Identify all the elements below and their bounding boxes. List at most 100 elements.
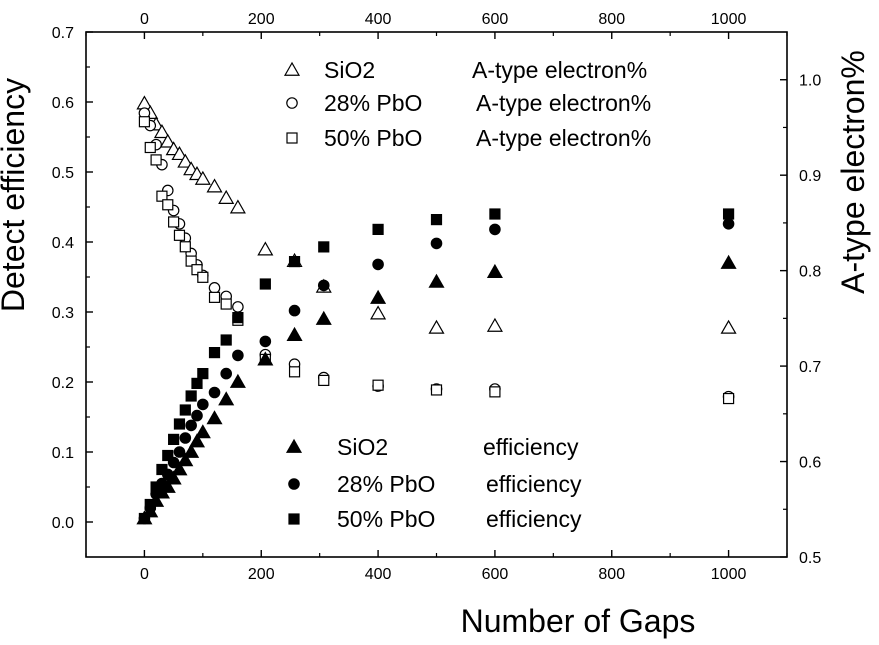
x-top-tick-label: 0 [140,11,149,28]
data-point [489,208,501,220]
data-point [153,124,170,139]
legend-label: 50% PbO [337,506,435,532]
y2-tick-label: 0.9 [799,168,821,185]
data-point [286,326,303,341]
data-point [206,410,223,425]
x-top-tick-label: 400 [365,11,392,28]
data-point [257,241,274,256]
data-point [208,386,221,399]
y2-tick-label: 0.6 [799,455,821,472]
data-point [171,145,188,161]
data-points [136,95,737,525]
data-point [489,223,501,236]
x-tick-label: 1000 [711,566,747,583]
data-point [259,335,272,348]
y-tick-label: 0.4 [52,235,74,252]
data-point [173,418,186,430]
data-point [288,256,301,268]
legend-label: 50% PbO [324,125,422,151]
data-point [232,301,244,313]
data-point [206,178,223,193]
legend-marker [283,61,301,76]
data-point [177,452,194,467]
data-point [185,419,197,432]
data-point [159,133,176,148]
data-point [162,449,174,462]
x-top-tick-label: 600 [482,11,509,28]
data-point [370,305,387,320]
data-point [150,154,162,166]
y-tick-label: 0.7 [52,25,74,42]
x-top-tick-label: 200 [248,11,275,28]
data-point [720,319,737,334]
data-point [138,512,151,525]
data-point [220,298,232,310]
y2-tick-label: 0.5 [799,550,821,567]
legend-metric: efficiency [486,506,582,532]
y-axis-title: Detect efficiency [0,78,31,312]
data-point [208,282,221,294]
legend-metric: A-type electron% [476,125,651,151]
y-tick-label: 0.1 [52,445,74,462]
y2-tick-label: 0.8 [799,264,821,281]
plot-frame [85,31,788,558]
legend-marker [286,132,298,144]
x-tick-label: 600 [482,566,509,583]
legend-metric: efficiency [486,471,582,497]
legend-metric: efficiency [483,434,579,460]
y2-tick-label: 1.0 [799,73,821,90]
x-top-tick-label: 800 [598,11,625,28]
data-point [486,317,503,332]
data-point [179,241,191,253]
y2-axis-title: A-type electron% [835,50,871,294]
x-tick-label: 400 [365,566,392,583]
data-point [318,374,330,387]
data-point [372,379,384,391]
data-point [179,432,192,444]
y-tick-label: 0.2 [52,375,74,392]
data-point [208,347,221,359]
data-point [722,218,735,230]
legend-metric: A-type electron% [472,57,647,83]
data-point [156,463,168,476]
legend-marker [288,513,300,525]
data-point [486,263,503,278]
data-point [430,384,443,396]
data-point [162,199,174,211]
data-point [144,141,156,154]
data-point [208,291,221,303]
data-point [185,255,197,267]
data-point [428,273,445,288]
legend-label: 28% PbO [337,471,435,497]
data-point [317,279,330,292]
data-point [288,304,301,317]
data-point [220,367,232,380]
y2-tick-label: 0.7 [799,359,821,376]
data-point [229,373,246,388]
data-point [430,214,443,226]
data-point [218,391,235,406]
y-tick-label: 0.0 [52,515,74,532]
data-point [722,392,735,405]
tick-labels: 0 200 400 600 800 1000 0 200 400 600 800 1000 0.0 0.1… [52,11,822,583]
data-point [177,153,194,168]
legend-label: SiO2 [337,434,388,460]
data-point [194,424,211,439]
data-point [259,278,271,290]
data-point [188,433,206,448]
data-point [171,461,188,476]
data-point [197,368,209,380]
data-point [372,258,384,271]
data-point [315,310,332,325]
axis-ticks [85,31,788,558]
data-point [197,398,209,411]
x-tick-label: 0 [140,566,149,583]
data-point [138,116,151,128]
data-point [173,446,186,458]
legend-metric: A-type electron% [476,90,651,116]
y-tick-label: 0.6 [52,95,74,112]
x-axis-title: Number of Gaps [461,603,696,639]
legend-label: SiO2 [324,57,375,83]
data-point [288,366,301,378]
data-point [150,481,162,493]
